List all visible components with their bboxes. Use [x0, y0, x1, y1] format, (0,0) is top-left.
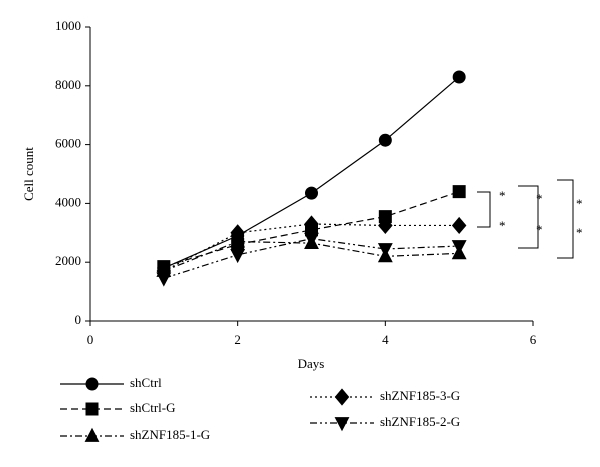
legend-item: shZNF185-1-G — [60, 427, 210, 442]
marker — [85, 402, 99, 416]
marker — [452, 185, 466, 199]
y-tick-label: 6000 — [55, 136, 81, 151]
marker — [334, 388, 350, 406]
marker — [230, 248, 246, 264]
bracket — [557, 179, 574, 259]
legend-label: shZNF185-2-G — [380, 414, 460, 429]
legend-label: shCtrl-G — [130, 400, 176, 415]
marker — [156, 272, 172, 287]
marker — [305, 186, 318, 200]
x-tick-label: 0 — [87, 332, 94, 347]
marker — [334, 417, 350, 432]
series-line — [163, 223, 460, 272]
bracket — [477, 191, 491, 228]
legend-item: shCtrl — [60, 375, 162, 391]
significance-star: * — [536, 222, 543, 237]
marker — [304, 215, 319, 233]
marker — [451, 240, 467, 255]
series — [156, 232, 467, 287]
marker — [452, 70, 466, 84]
y-tick-label: 8000 — [55, 77, 81, 92]
y-axis-label: Cell count — [21, 147, 36, 201]
marker — [451, 216, 467, 235]
series-line — [163, 191, 460, 268]
marker — [378, 216, 393, 235]
marker — [85, 377, 99, 391]
bracket — [518, 185, 539, 249]
x-tick-label: 2 — [234, 332, 241, 347]
significance-star: * — [576, 225, 583, 240]
y-tick-label: 1000 — [55, 18, 81, 33]
significance-brackets — [477, 179, 574, 259]
marker — [377, 243, 393, 258]
legend-label: shZNF185-1-G — [130, 427, 210, 442]
y-tick-label: 0 — [75, 312, 82, 327]
marker — [378, 133, 392, 147]
significance-star: * — [536, 191, 543, 206]
x-tick-label: 4 — [382, 332, 389, 347]
legend-item: shCtrl-G — [60, 400, 176, 416]
legend-label: shZNF185-3-G — [380, 388, 460, 403]
legend-item: shZNF185-3-G — [310, 388, 460, 406]
legend-label: shCtrl — [130, 375, 162, 390]
y-tick-label: 4000 — [55, 194, 81, 209]
significance-star: * — [499, 188, 506, 203]
legend-item: shZNF185-2-G — [310, 414, 460, 432]
marker — [84, 427, 100, 442]
significance-star: * — [576, 196, 583, 211]
series — [156, 215, 467, 280]
marker — [378, 210, 392, 224]
marker — [304, 232, 319, 247]
significance-star: * — [499, 218, 506, 233]
x-tick-label: 6 — [530, 332, 537, 347]
series-line — [163, 238, 460, 279]
x-axis-label: Days — [298, 356, 325, 371]
y-tick-label: 2000 — [55, 253, 81, 268]
marker — [230, 224, 245, 242]
